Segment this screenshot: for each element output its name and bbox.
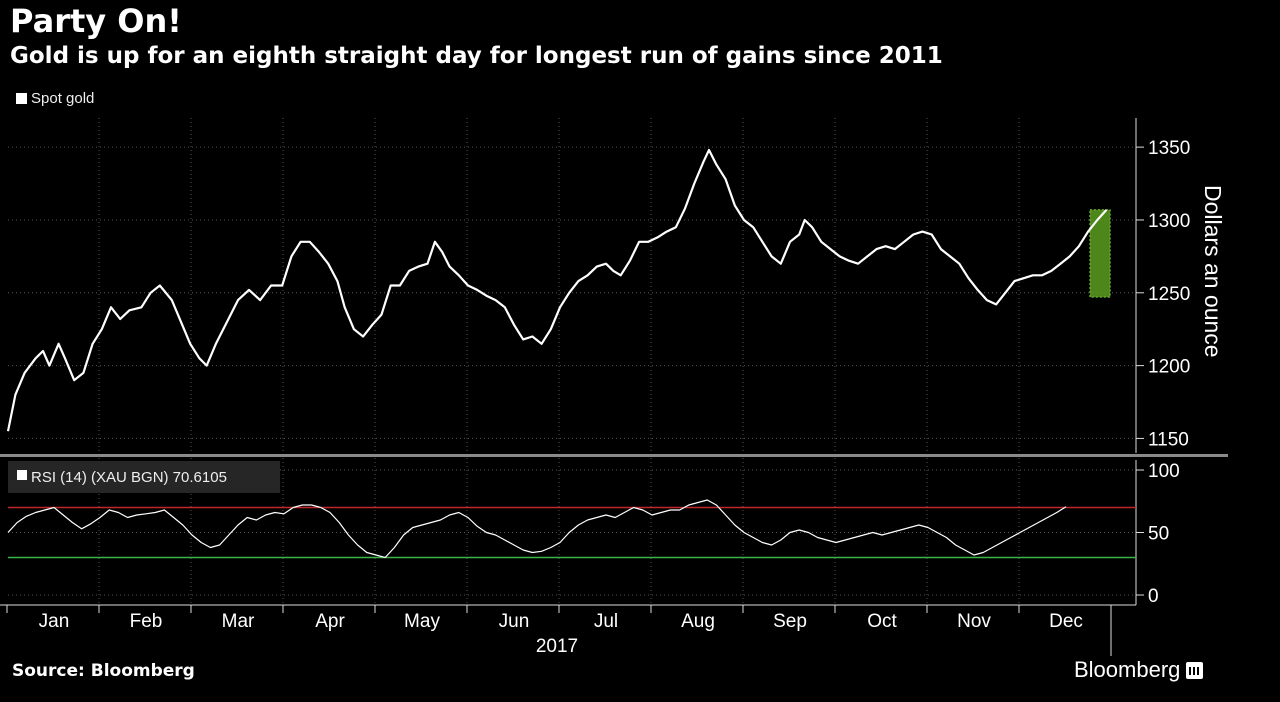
y-tick-label-1250: 1250 — [1148, 284, 1190, 305]
x-tick-label-dec: Dec — [1049, 611, 1083, 632]
x-tick-label-jan: Jan — [39, 611, 70, 632]
legend-swatch — [16, 93, 27, 104]
legend: Spot gold — [16, 90, 94, 107]
rsi-tick-label-0: 0 — [1148, 586, 1159, 607]
source-note: Source: Bloomberg — [12, 661, 195, 681]
x-tick-label-oct: Oct — [867, 611, 897, 632]
rsi-legend-swatch — [17, 470, 27, 480]
x-tick-label-nov: Nov — [957, 611, 991, 632]
rsi-legend-label: RSI (14) (XAU BGN) 70.6105 — [31, 469, 227, 486]
y-tick-label-1300: 1300 — [1148, 211, 1190, 232]
terminal-icon — [1186, 661, 1204, 679]
legend-label: Spot gold — [31, 90, 95, 107]
spot-gold-line — [6, 148, 1108, 432]
x-tick-label-jul: Jul — [594, 611, 618, 632]
x-tick-label-feb: Feb — [130, 611, 163, 632]
x-year-label: 2017 — [536, 636, 578, 657]
x-tick-label-aug: Aug — [681, 611, 715, 632]
x-tick-label-sep: Sep — [773, 611, 807, 632]
x-tick-label-mar: Mar — [222, 611, 255, 632]
rsi-tick-label-100: 100 — [1148, 461, 1180, 482]
panel-separator — [0, 454, 1228, 457]
y-tick-label-1200: 1200 — [1148, 357, 1190, 378]
x-tick-label-jun: Jun — [499, 611, 530, 632]
y-tick-label-1350: 1350 — [1148, 138, 1190, 159]
chart-title: Party On! — [10, 2, 182, 40]
x-tick-label-may: May — [404, 611, 440, 632]
y-tick-label-1150: 1150 — [1148, 429, 1189, 450]
brand-label: Bloomberg — [1074, 657, 1181, 682]
x-tick-label-apr: Apr — [315, 611, 345, 632]
rsi-legend-box — [8, 461, 280, 493]
y-axis-title: Dollars an ounce — [1200, 185, 1226, 358]
chart-subtitle: Gold is up for an eighth straight day fo… — [10, 43, 943, 69]
rsi-line — [7, 499, 1067, 559]
rsi-tick-label-50: 50 — [1148, 524, 1169, 545]
highlight-box — [1089, 209, 1111, 298]
bloomberg-logo: Bloomberg — [1074, 657, 1204, 683]
